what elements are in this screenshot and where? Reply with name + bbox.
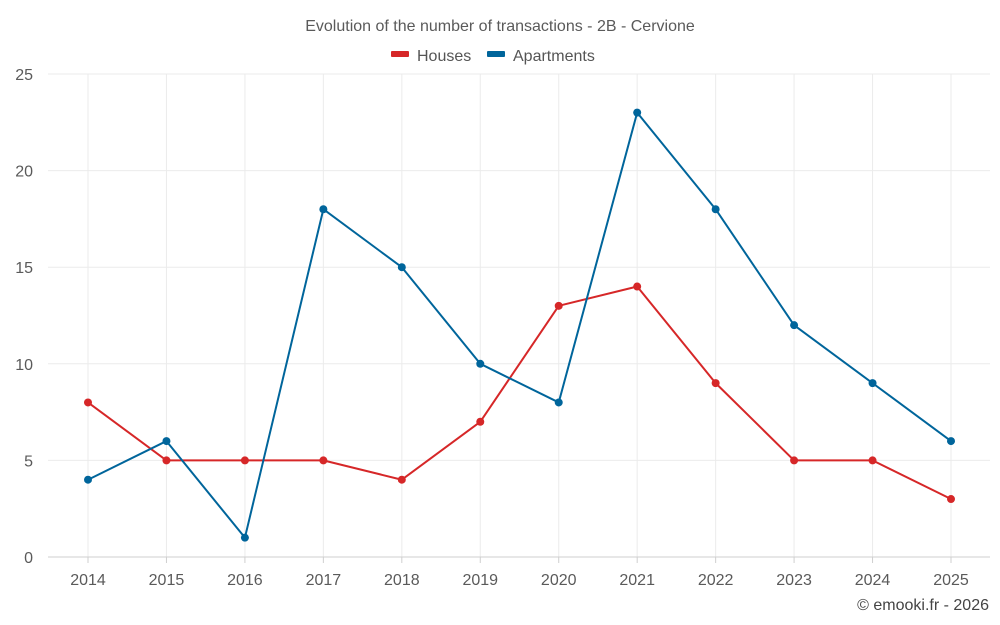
data-point-houses[interactable]: [947, 495, 955, 504]
y-tick-label: 20: [15, 164, 33, 181]
data-point-apartments[interactable]: [554, 398, 563, 407]
series-layer: [84, 108, 955, 542]
chart-title: Evolution of the number of transactions …: [305, 18, 695, 35]
legend-item-houses[interactable]: Houses: [391, 48, 471, 65]
credit-text: © emooki.fr - 2026: [857, 597, 989, 614]
y-tick-label: 0: [24, 550, 33, 567]
data-point-houses[interactable]: [790, 456, 799, 465]
data-point-apartments[interactable]: [790, 321, 799, 330]
data-point-houses[interactable]: [240, 456, 249, 465]
data-point-apartments[interactable]: [319, 205, 328, 214]
legend-item-apartments[interactable]: Apartments: [487, 48, 595, 65]
x-tick-label: 2022: [698, 572, 734, 589]
data-point-apartments[interactable]: [476, 359, 485, 368]
x-tick-label: 2017: [306, 572, 342, 589]
x-tick-label: 2021: [619, 572, 655, 589]
legend-label-houses: Houses: [417, 48, 471, 65]
y-tick-label: 10: [15, 357, 33, 374]
y-axis: 0 5 10 15 20 25: [15, 67, 33, 567]
data-point-houses[interactable]: [476, 417, 485, 426]
data-point-apartments[interactable]: [947, 437, 955, 446]
data-point-apartments[interactable]: [711, 205, 720, 214]
x-tick-label: 2024: [855, 572, 891, 589]
data-point-houses[interactable]: [84, 398, 92, 407]
x-tick-label: 2020: [541, 572, 577, 589]
x-tick-label: 2015: [149, 572, 185, 589]
data-point-apartments[interactable]: [633, 108, 642, 117]
x-tick-label: 2016: [227, 572, 263, 589]
series-line-apartments: [87, 111, 952, 539]
grid: [48, 73, 990, 558]
data-point-apartments[interactable]: [240, 533, 249, 542]
x-tick-label: 2014: [70, 572, 106, 589]
x-tick-label: 2025: [933, 572, 969, 589]
data-point-houses[interactable]: [162, 456, 171, 465]
series-houses: [84, 282, 955, 504]
data-point-apartments[interactable]: [397, 263, 406, 272]
y-tick-label: 25: [15, 67, 33, 84]
data-point-apartments[interactable]: [84, 475, 92, 484]
series-line-houses: [87, 285, 952, 500]
y-tick-label: 15: [15, 260, 33, 277]
legend-label-apartments: Apartments: [513, 48, 595, 65]
data-point-houses[interactable]: [711, 379, 720, 388]
data-point-houses[interactable]: [633, 282, 642, 291]
legend-swatch-apartments: [487, 51, 505, 57]
legend: Houses Apartments: [391, 48, 595, 65]
y-tick-label: 5: [24, 453, 33, 470]
x-tick-label: 2018: [384, 572, 420, 589]
data-point-houses[interactable]: [868, 456, 877, 465]
data-point-apartments[interactable]: [162, 437, 171, 446]
data-point-houses[interactable]: [554, 301, 563, 310]
x-tick-label: 2019: [462, 572, 498, 589]
data-point-houses[interactable]: [397, 475, 406, 484]
legend-swatch-houses: [391, 51, 409, 57]
x-axis: 2014 2015 2016 2017 2018 2019 2020 2021 2022 2023…: [70, 557, 969, 589]
x-tick-label: 2023: [776, 572, 812, 589]
data-point-apartments[interactable]: [868, 379, 877, 388]
data-point-houses[interactable]: [319, 456, 328, 465]
series-apartments: [84, 108, 955, 542]
